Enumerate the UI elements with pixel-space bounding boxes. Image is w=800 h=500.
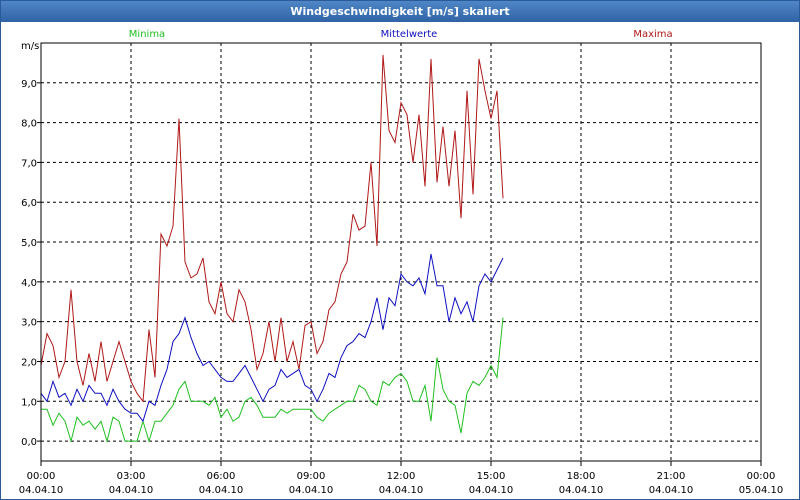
x-tick-date: 04.04.10 (469, 485, 514, 496)
legend-entry-maxima: Maxima (633, 29, 672, 40)
series-line-maxima (40, 54, 504, 403)
series-line-mittelwerte (40, 253, 504, 423)
x-tick-time: 15:00 (477, 471, 506, 482)
y-tick-label: 5,0 (21, 238, 37, 249)
window-title: Windgeschwindigkeit [m/s] skaliert (1, 1, 799, 22)
y-tick-label: 1,0 (21, 397, 37, 408)
x-tick-date: 04.04.10 (289, 485, 334, 496)
y-tick-label: 4,0 (21, 278, 37, 289)
x-tick-date: 04.04.10 (109, 485, 154, 496)
x-tick-time: 09:00 (297, 471, 326, 482)
legend: Minima Mittelwerte Maxima (129, 29, 673, 40)
chart-svg: m/s Minima Mittelwerte Maxima 0,0 1,0 2,0 3,0… (19, 29, 784, 496)
y-tick-label: 7,0 (21, 158, 37, 169)
x-tick-date: 04.04.10 (19, 485, 64, 496)
legend-entry-mittelwerte: Mittelwerte (381, 29, 438, 40)
x-tick-time: 18:00 (567, 471, 596, 482)
series-lines (40, 54, 504, 443)
x-tick-time: 00:00 (747, 471, 776, 482)
x-tick-time: 03:00 (117, 471, 146, 482)
y-tick-label: 6,0 (21, 198, 37, 209)
y-tick-label: 8,0 (21, 119, 37, 130)
x-tick-time: 21:00 (657, 471, 686, 482)
plot-frame (40, 42, 762, 462)
y-tick-label: 0,0 (21, 437, 37, 448)
x-tick-labels: 00:00 04.04.10 03:00 04.04.10 06:00 04.04.10 0… (19, 461, 784, 496)
series-line-minima (41, 317, 504, 443)
y-axis-label: m/s (21, 41, 39, 52)
y-tick-label: 9,0 (21, 79, 37, 90)
y-tick-label: 2,0 (21, 357, 37, 368)
x-tick-time: 00:00 (27, 471, 56, 482)
x-tick-date: 04.04.10 (199, 485, 244, 496)
legend-entry-minima: Minima (129, 29, 165, 40)
x-tick-date: 04.04.10 (559, 485, 604, 496)
y-tick-labels: 0,0 1,0 2,0 3,0 4,0 5,0 6,0 7,0 8,0 9,0 (21, 79, 41, 448)
x-tick-date: 04.04.10 (649, 485, 694, 496)
x-tick-date: 04.04.10 (379, 485, 424, 496)
x-tick-time: 12:00 (387, 471, 416, 482)
x-tick-date: 05.04.10 (739, 485, 784, 496)
y-tick-label: 3,0 (21, 318, 37, 329)
x-tick-time: 06:00 (207, 471, 236, 482)
